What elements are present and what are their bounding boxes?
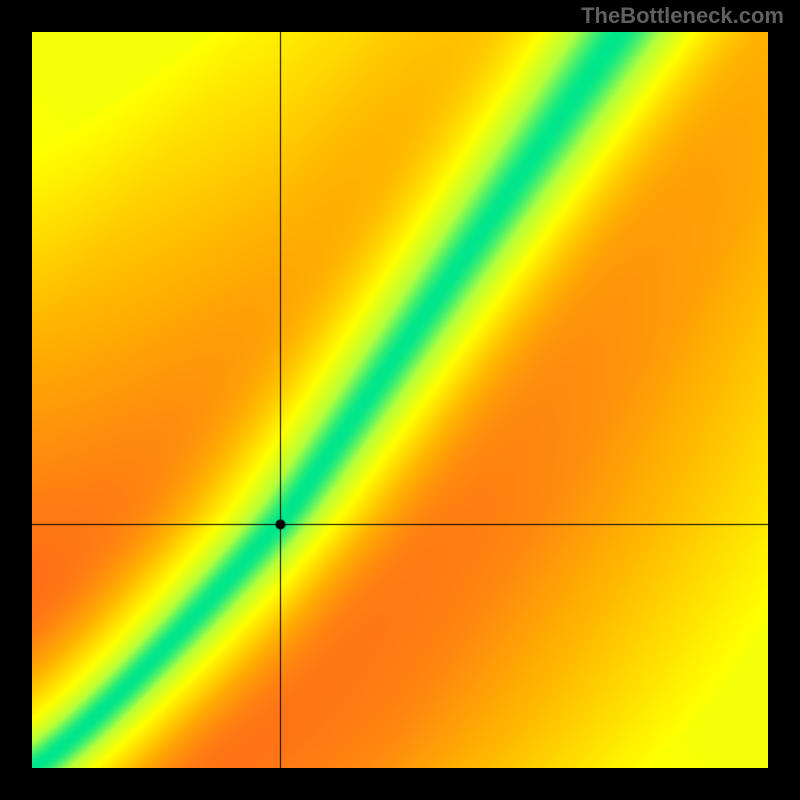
watermark-label: TheBottleneck.com [581, 3, 784, 29]
chart-container: TheBottleneck.com [0, 0, 800, 800]
bottleneck-heatmap [32, 32, 768, 768]
